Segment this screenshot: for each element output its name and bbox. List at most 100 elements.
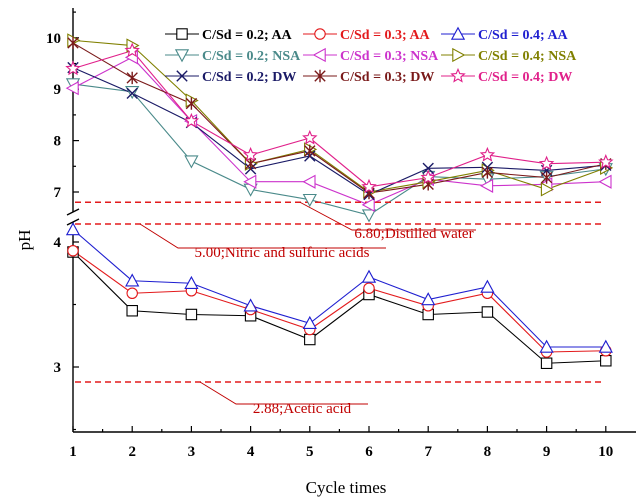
series-2-point-6 (361, 269, 377, 283)
series-markers-layer (65, 33, 614, 369)
x-tick-label-6: 6 (365, 444, 373, 460)
legend-label-3: C/Sd = 0.2; NSA (202, 49, 301, 64)
series-8-point-8 (479, 146, 496, 162)
x-tick-label-3: 3 (188, 444, 196, 460)
series-line-6 (72, 67, 606, 196)
x-tick-label-9: 9 (543, 444, 551, 460)
series-3-point-3 (184, 155, 199, 169)
reference-lines-layer (75, 201, 603, 383)
series-line-7 (72, 42, 606, 194)
series-8-point-9 (538, 155, 555, 171)
series-7-point-2 (126, 71, 138, 85)
y-tick-label-upper-7: 7 (54, 185, 62, 201)
series-4-point-8 (480, 178, 494, 193)
x-tick-label-10: 10 (598, 444, 613, 460)
series-7-point-8 (481, 166, 494, 179)
series-6-point-2 (126, 87, 138, 100)
series-2-point-10 (598, 339, 613, 353)
legend-marker-8 (450, 67, 466, 83)
series-0-point-9 (540, 357, 553, 369)
series-8-point-3 (183, 112, 200, 128)
series-5-point-9 (540, 182, 554, 197)
series-8-point-6 (361, 178, 377, 194)
series-7-point-3 (185, 97, 198, 110)
legend-label-7: C/Sd = 0.3; DW (340, 70, 434, 85)
series-4-point-5 (302, 174, 316, 189)
legend-label-6: C/Sd = 0.2; DW (202, 70, 296, 85)
legend-label-5: C/Sd = 0.4; NSA (478, 49, 577, 64)
series-8-point-2 (124, 42, 140, 58)
x-tick-label-5: 5 (306, 444, 314, 460)
legend-label-1: C/Sd = 0.3; AA (340, 28, 431, 43)
legend-marker-5 (452, 47, 466, 63)
series-7-point-9 (540, 171, 553, 184)
series-8-point-1 (65, 60, 81, 76)
y-axis-title: pH (15, 230, 34, 251)
reference-label-1: 5.00;Nitric and sulfuric acids (195, 245, 370, 261)
series-line-1 (72, 250, 606, 353)
series-0-point-3 (185, 308, 198, 321)
series-lines-layer (72, 39, 606, 364)
series-4-point-4 (243, 174, 257, 189)
series-line-3 (72, 83, 606, 216)
series-0-point-10 (600, 354, 612, 367)
series-4-point-1 (65, 81, 79, 96)
series-2-point-9 (539, 339, 554, 353)
legend: C/Sd = 0.2; AA C/Sd = 0.3; AA C/Sd = 0.4; … (165, 26, 577, 85)
series-line-2 (72, 229, 606, 348)
series-2-point-7 (421, 292, 436, 306)
series-line-4 (72, 56, 606, 206)
series-2-point-3 (184, 275, 199, 290)
y-tick-label-upper-10: 10 (46, 31, 61, 47)
x-tick-label-8: 8 (484, 444, 492, 460)
series-8-point-5 (302, 129, 318, 145)
axis-break-mark-lower (66, 218, 80, 226)
series-3-point-6 (361, 209, 377, 223)
series-2-point-5 (302, 315, 317, 330)
legend-marker-4 (312, 47, 326, 63)
y-tick-label-lower-3: 3 (54, 360, 62, 376)
axis-break-mark-upper (66, 208, 80, 216)
x-axis-title: Cycle times (306, 478, 387, 497)
series-6-point-7 (422, 162, 434, 175)
legend-marker-1 (314, 28, 326, 40)
series-1-point-1 (67, 245, 79, 257)
series-line-8 (72, 50, 606, 188)
reference-leader-0 (299, 201, 476, 231)
reference-label-2: 2.88;Acetic acid (253, 401, 352, 417)
series-8-point-4 (242, 146, 259, 162)
x-tick-label-4: 4 (247, 444, 255, 460)
series-7-point-5 (304, 144, 316, 158)
series-8-point-7 (420, 169, 436, 185)
series-4-point-6 (361, 197, 375, 212)
series-4-point-10 (598, 174, 612, 189)
legend-label-4: C/Sd = 0.3; NSA (340, 49, 439, 64)
series-8-point-10 (598, 154, 614, 169)
reference-leader-2 (199, 381, 368, 405)
series-3-point-5 (302, 193, 317, 208)
reference-leader-1 (139, 223, 386, 249)
x-tick-label-2: 2 (128, 444, 136, 460)
series-0-point-2 (126, 304, 138, 317)
reference-label-0: 6.80;Distilled water (354, 226, 473, 242)
series-2-point-8 (480, 279, 495, 293)
x-tick-label-7: 7 (424, 444, 432, 460)
y-tick-label-upper-8: 8 (54, 134, 62, 150)
x-tick-label-1: 1 (69, 444, 77, 460)
legend-marker-0 (176, 28, 188, 40)
series-0-point-5 (304, 333, 316, 346)
series-2-point-2 (125, 273, 140, 287)
series-0-point-8 (481, 306, 494, 318)
series-2-point-4 (243, 298, 258, 312)
series-line-5 (72, 39, 606, 193)
y-tick-label-upper-9: 9 (54, 82, 62, 98)
series-1-point-2 (126, 287, 138, 299)
legend-marker-3 (174, 49, 190, 63)
legend-marker-7 (314, 69, 326, 83)
legend-marker-2 (450, 26, 466, 40)
series-1-point-6 (363, 282, 375, 294)
reference-labels-layer: 6.80;Distilled water 5.00;Nitric and sulf… (139, 201, 476, 417)
series-line-0 (72, 251, 606, 364)
y-tick-label-lower-4: 4 (54, 235, 62, 251)
